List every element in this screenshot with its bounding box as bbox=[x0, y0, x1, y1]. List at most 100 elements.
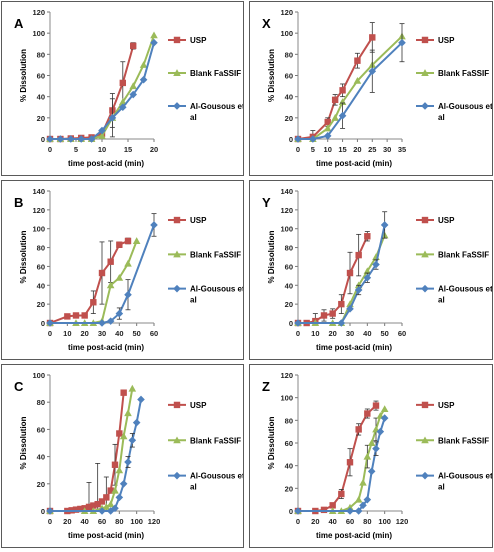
data-point bbox=[137, 395, 145, 404]
y-tick-label: 40 bbox=[37, 281, 45, 290]
series-line bbox=[50, 224, 155, 324]
legend-label: Al-Gousous et bbox=[438, 472, 492, 481]
data-point bbox=[106, 317, 115, 325]
y-axis-title: % Dissolution bbox=[19, 230, 28, 283]
x-tick-label: 0 bbox=[48, 145, 52, 154]
legend-label: Al-Gousous et bbox=[190, 472, 243, 481]
x-tick-label: 60 bbox=[398, 329, 406, 338]
data-point bbox=[98, 498, 106, 505]
y-axis-title: % Dissolution bbox=[267, 416, 276, 469]
y-tick-label: 60 bbox=[37, 72, 45, 81]
series-usp bbox=[46, 389, 127, 515]
x-tick-label: 15 bbox=[124, 145, 132, 154]
data-point bbox=[354, 57, 361, 64]
data-point bbox=[124, 458, 132, 466]
data-point bbox=[331, 114, 339, 121]
legend-label: Blank FaSSIF bbox=[190, 436, 241, 445]
chart-svg: Z 0 20 40 60 80 100 120 0 20 40 60 80 100 120 time post… bbox=[262, 371, 493, 540]
data-point bbox=[107, 487, 114, 494]
x-tick-label: 10 bbox=[98, 145, 106, 154]
y-tick-label: 40 bbox=[37, 93, 45, 102]
y-tick-label: 40 bbox=[37, 453, 45, 462]
data-point bbox=[331, 96, 339, 104]
series-line bbox=[50, 45, 135, 140]
data-point bbox=[132, 418, 141, 427]
y-tick-label: 100 bbox=[32, 371, 45, 380]
data-point bbox=[355, 426, 362, 433]
legend-item: USP bbox=[168, 36, 207, 45]
y-axis-title: % Dissolution bbox=[19, 49, 28, 102]
legend-item: Al-Gousous et al bbox=[168, 102, 245, 122]
data-point bbox=[128, 436, 137, 445]
x-tick-label: 20 bbox=[80, 329, 88, 338]
panel-label: Z bbox=[262, 379, 270, 394]
legend-label: Blank FaSSIF bbox=[190, 69, 241, 78]
legend-label: USP bbox=[438, 216, 455, 225]
data-point bbox=[338, 300, 345, 308]
legend-item: USP bbox=[416, 36, 455, 45]
data-point bbox=[90, 299, 97, 306]
legend-label: Blank FaSSIF bbox=[438, 250, 489, 259]
series-line bbox=[50, 399, 142, 512]
legend-label: USP bbox=[438, 36, 455, 45]
legend-marker bbox=[421, 216, 429, 224]
data-point bbox=[364, 233, 371, 240]
y-tick-label: 120 bbox=[280, 206, 293, 215]
x-tick-label: 0 bbox=[296, 517, 300, 526]
y-tick-label: 100 bbox=[280, 394, 293, 403]
y-tick-label: 40 bbox=[285, 93, 293, 102]
data-point bbox=[111, 504, 119, 513]
legend-marker bbox=[421, 436, 429, 444]
data-point bbox=[119, 79, 126, 87]
chart-panel-c: C 0 20 40 60 80 100 0 20 40 60 80 100 120 time post-ac… bbox=[1, 364, 245, 548]
x-tick-label: 50 bbox=[380, 329, 388, 338]
data-point bbox=[294, 319, 302, 327]
x-axis-title: time post-acid (min) bbox=[68, 343, 144, 352]
series-al-gousous-et-al bbox=[294, 211, 389, 327]
x-tick-label: 10 bbox=[63, 329, 71, 338]
legend-item: Blank FaSSIF bbox=[168, 436, 241, 445]
data-point bbox=[380, 221, 389, 229]
data-point bbox=[46, 319, 54, 327]
legend-item: USP bbox=[416, 401, 455, 410]
data-point bbox=[108, 114, 117, 122]
data-point bbox=[67, 135, 75, 143]
data-point bbox=[111, 461, 119, 468]
legend-label-cont: al bbox=[438, 483, 445, 492]
data-point bbox=[115, 466, 124, 474]
legend-item: Al-Gousous et al bbox=[416, 102, 493, 122]
series-line bbox=[50, 42, 155, 140]
data-point bbox=[367, 467, 376, 476]
x-tick-label: 40 bbox=[115, 329, 123, 338]
data-point bbox=[346, 269, 354, 277]
data-point bbox=[98, 126, 106, 135]
data-point bbox=[338, 490, 345, 498]
legend-item: USP bbox=[168, 401, 207, 410]
legend-label: Al-Gousous et bbox=[190, 285, 243, 294]
data-point bbox=[115, 309, 124, 318]
data-point bbox=[130, 42, 137, 50]
legend-marker bbox=[173, 102, 181, 110]
legend-marker bbox=[173, 216, 181, 224]
panel-label: Y bbox=[262, 195, 271, 210]
chart-svg: C 0 20 40 60 80 100 0 20 40 60 80 100 120 time post-ac… bbox=[14, 371, 245, 540]
x-tick-label: 30 bbox=[383, 145, 391, 154]
x-tick-label: 0 bbox=[48, 517, 52, 526]
data-point bbox=[106, 500, 115, 508]
legend-label: USP bbox=[190, 36, 207, 45]
y-tick-label: 80 bbox=[37, 50, 45, 59]
y-tick-label: 120 bbox=[32, 8, 45, 17]
y-tick-label: 120 bbox=[280, 8, 293, 17]
y-tick-label: 0 bbox=[289, 135, 293, 144]
y-tick-label: 20 bbox=[285, 300, 293, 309]
series-blank-fassif bbox=[46, 31, 158, 142]
y-tick-label: 140 bbox=[280, 187, 293, 196]
x-tick-label: 100 bbox=[378, 517, 391, 526]
data-point bbox=[355, 251, 362, 259]
x-tick-label: 30 bbox=[346, 329, 354, 338]
data-point bbox=[77, 135, 85, 143]
data-point bbox=[94, 501, 101, 508]
y-tick-label: 120 bbox=[32, 206, 45, 215]
x-tick-label: 0 bbox=[48, 329, 52, 338]
data-point bbox=[294, 135, 302, 143]
